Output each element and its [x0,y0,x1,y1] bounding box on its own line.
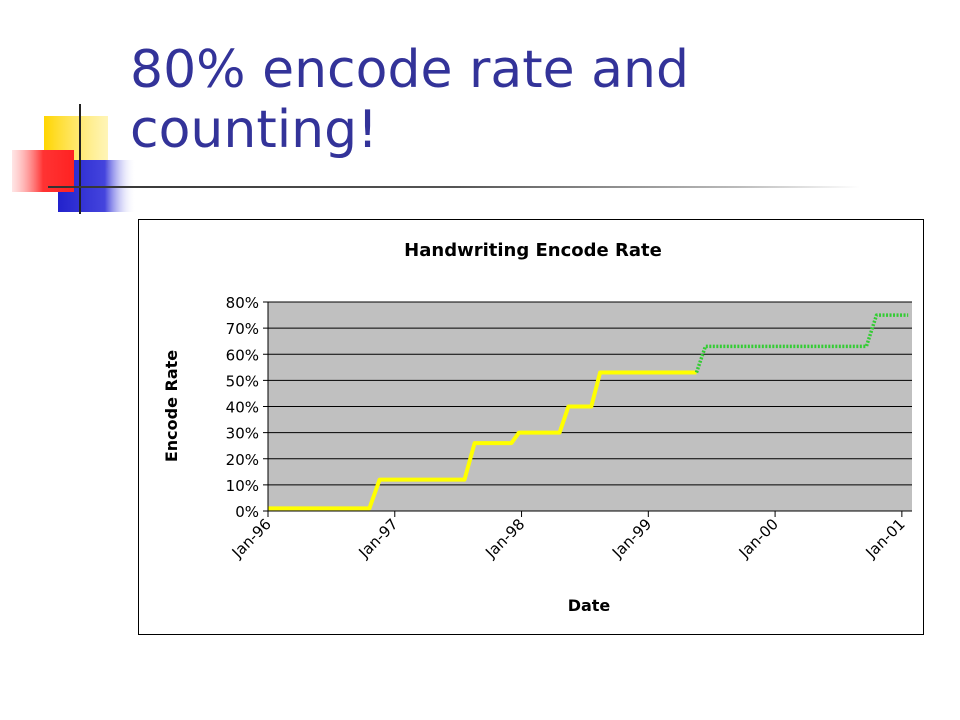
x-tick-label: Jan-99 [608,515,655,562]
y-tick-label: 40% [226,399,259,417]
decor-red-square [12,150,74,192]
x-tick-label: Jan-00 [735,515,782,562]
chart-title: Handwriting Encode Rate [404,240,662,261]
title-underline [48,186,860,188]
y-axis-title: Encode Rate [162,350,181,462]
slide-title-line-2: counting! [130,100,378,160]
y-tick-label: 80% [226,294,259,312]
slide-title-line-1: 80% encode rate and [130,40,689,100]
y-tick-label: 20% [226,451,259,469]
x-tick-label: Jan-97 [354,515,401,562]
x-tick-label: Jan-01 [862,515,909,562]
y-tick-label: 10% [226,477,259,495]
x-axis-title: Date [568,596,611,615]
series-line-2 [694,313,909,374]
x-tick-label: Jan-96 [228,515,275,562]
y-tick-label: 70% [226,320,259,338]
y-tick-label: 0% [235,503,259,521]
series-line-1 [268,370,697,511]
y-tick-label: 30% [226,425,259,443]
x-tick-label: Jan-98 [481,515,528,562]
y-tick-label: 60% [226,346,259,364]
chart-frame: 0% 10% 20% 30% 40% 50% 60% 70% 80% Jan-96 Jan-97 Ja… [138,219,924,635]
y-tick-label: 50% [226,372,259,390]
encode-rate-chart: 0% 10% 20% 30% 40% 50% 60% 70% 80% Jan-96 Jan-97 Ja… [162,240,912,615]
slide-title: 80% encode rate and counting! [130,40,930,160]
